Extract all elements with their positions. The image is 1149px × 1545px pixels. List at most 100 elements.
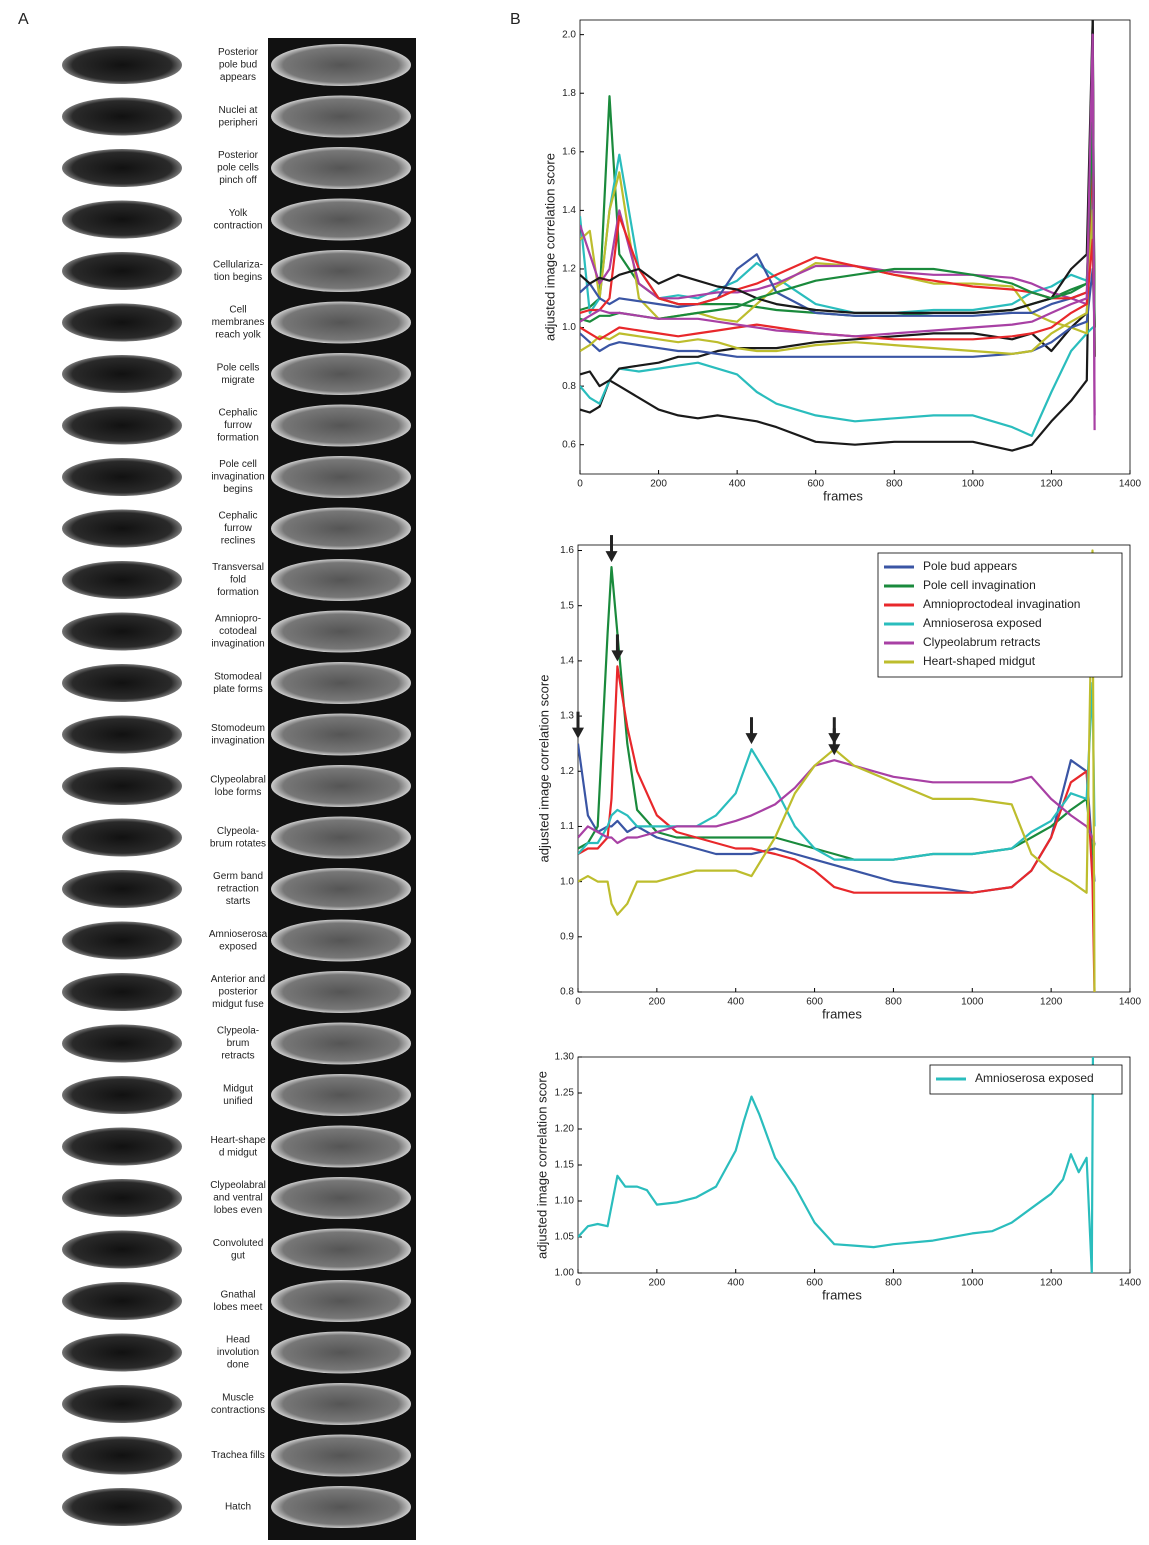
stage-label: Trachea fills: [211, 1450, 265, 1461]
stage-label: Posterior: [218, 150, 259, 161]
y-tick-label: 1.1: [560, 821, 574, 832]
stage-label: brum: [227, 1038, 250, 1049]
y-tick-label: 1.30: [555, 1052, 575, 1063]
y-tick-label: 0.8: [560, 987, 574, 998]
embryo-image: [271, 1228, 411, 1271]
embryo-image: [271, 456, 411, 498]
y-tick-label: 1.5: [560, 600, 574, 611]
stage-label: d midgut: [219, 1147, 258, 1158]
stage-label: and ventral: [213, 1193, 262, 1204]
stage-label: Clypeola-: [217, 1026, 259, 1037]
embryo-image: [62, 1076, 182, 1114]
stage-label: migrate: [221, 375, 255, 386]
stage-label: formation: [217, 587, 259, 598]
embryo-image: [271, 971, 411, 1013]
embryo-image: [62, 1488, 182, 1526]
panel-label: B: [510, 11, 521, 28]
y-tick-label: 1.3: [560, 711, 574, 722]
embryo-image: [62, 1230, 182, 1269]
series-line: [578, 759, 1096, 845]
series-line: [580, 267, 1096, 358]
embryo-image: [62, 1333, 182, 1372]
x-tick-label: 1200: [1040, 479, 1063, 490]
stage-label: Midgut: [223, 1083, 253, 1094]
series-line: [580, 33, 1096, 416]
x-tick-label: 0: [577, 479, 583, 490]
stage-label: Muscle: [222, 1392, 254, 1403]
embryo-image: [271, 353, 411, 395]
x-tick-label: 1000: [961, 1278, 984, 1289]
stage-label: contractions: [211, 1405, 265, 1416]
peak-arrow-head: [572, 727, 584, 739]
embryo-image: [271, 1434, 411, 1477]
y-tick-label: 1.4: [560, 656, 574, 667]
plot-frame: [577, 544, 1131, 993]
x-tick-label: 600: [807, 479, 824, 490]
x-tick-label: 400: [727, 1278, 744, 1289]
stage-label: Cephalic: [219, 408, 258, 419]
embryo-image: [271, 301, 411, 344]
stage-label: pole bud: [219, 60, 257, 71]
embryo-image: [62, 1282, 182, 1320]
stage-label: Clypeolabral: [210, 774, 266, 785]
x-tick-label: 1200: [1040, 1278, 1063, 1289]
stage-label: plate forms: [213, 684, 262, 695]
stage-label: lobe forms: [215, 787, 262, 798]
y-tick-label: 0.9: [560, 931, 574, 942]
embryo-image: [62, 1436, 182, 1475]
y-tick-label: 1.4: [562, 205, 576, 216]
stage-label: exposed: [219, 941, 257, 952]
embryo-image: [62, 870, 182, 908]
stage-label: Hatch: [225, 1502, 251, 1513]
stage-label: Pole cell: [219, 459, 257, 470]
peak-arrow-head: [828, 744, 841, 756]
stage-label: Heart-shape: [210, 1135, 265, 1146]
embryo-image: [62, 767, 182, 805]
series-line: [580, 153, 1096, 328]
series-line: [580, 209, 1096, 355]
legend-label: Heart-shaped midgut: [923, 654, 1036, 668]
embryo-image: [271, 404, 411, 447]
peak-arrow-head: [828, 733, 841, 745]
x-tick-label: 1400: [1119, 997, 1142, 1008]
x-axis-title: frames: [823, 488, 863, 503]
x-tick-label: 1200: [1040, 997, 1063, 1008]
stage-label: Clypeolabral: [210, 1180, 266, 1191]
y-tick-label: 1.10: [555, 1196, 575, 1207]
embryo-image: [62, 612, 182, 651]
stage-label: Amnioserosa: [209, 929, 268, 940]
x-axis-title: frames: [822, 1006, 862, 1021]
y-tick-label: 1.25: [555, 1088, 575, 1099]
y-tick-label: 1.00: [555, 1268, 575, 1279]
y-tick-label: 1.6: [562, 146, 576, 157]
x-axis-title: frames: [822, 1287, 862, 1302]
x-tick-label: 800: [885, 997, 902, 1008]
embryo-image: [62, 921, 182, 960]
embryo-image: [62, 1179, 182, 1217]
embryo-image: [271, 559, 411, 601]
stage-label: unified: [223, 1096, 252, 1107]
embryo-image: [62, 252, 182, 290]
series-line: [580, 20, 1096, 452]
embryo-image: [62, 97, 182, 136]
legend-label: Amnioproctodeal invagination: [923, 597, 1080, 611]
x-tick-label: 200: [649, 997, 666, 1008]
stage-label: cotodeal: [219, 626, 257, 637]
embryo-image: [62, 561, 182, 599]
x-tick-label: 1000: [962, 479, 985, 490]
x-tick-label: 0: [575, 1278, 581, 1289]
embryo-image: [271, 1177, 411, 1219]
stage-label: Transversal: [212, 562, 264, 573]
stage-label: Anterior and: [211, 974, 265, 985]
series-line: [580, 33, 1096, 431]
embryo-image: [62, 200, 182, 239]
legend-label: Amnioserosa exposed: [923, 616, 1042, 630]
embryo-image: [62, 1024, 182, 1063]
y-tick-label: 1.2: [560, 766, 574, 777]
embryo-image: [62, 406, 182, 445]
embryo-image: [271, 919, 411, 962]
embryo-image: [271, 662, 411, 704]
embryo-image: [271, 765, 411, 807]
embryo-image: [271, 1331, 411, 1374]
y-axis-title: adjusted image correlation score: [542, 153, 557, 341]
